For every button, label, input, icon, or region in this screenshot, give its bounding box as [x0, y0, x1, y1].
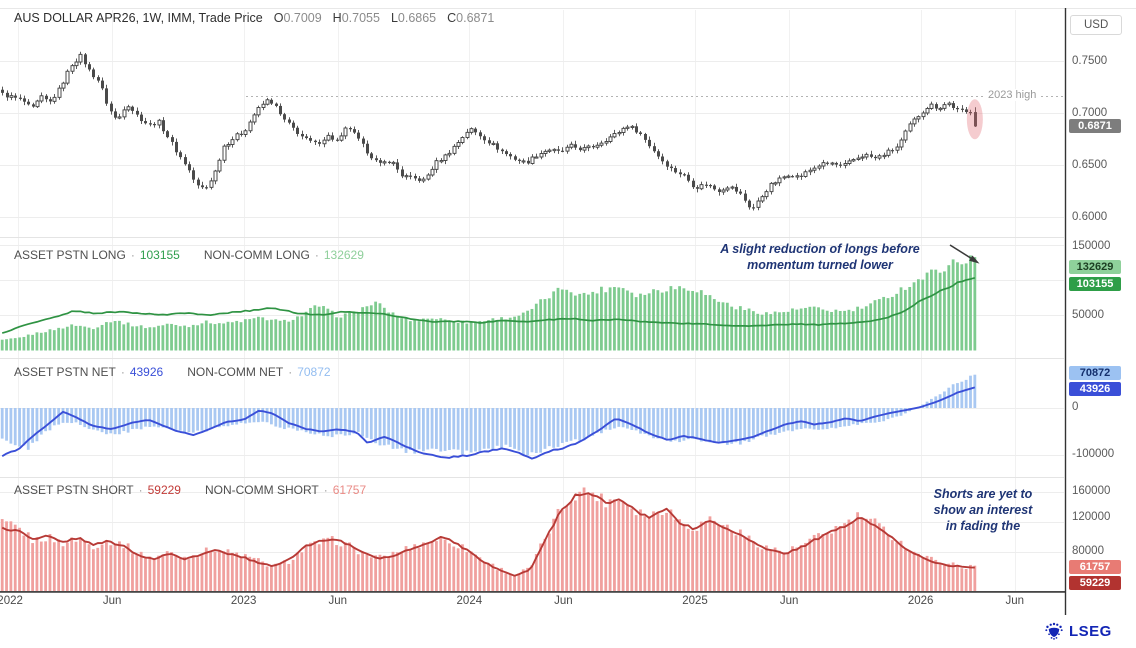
- ohlc-readout: O0.7009 H0.7055 L0.6865 C0.6871: [263, 11, 495, 25]
- short-axis-tick: 120000: [1072, 511, 1111, 523]
- separator-dot: ·: [120, 365, 125, 379]
- non-comm-long-badge: 132629: [1069, 260, 1121, 274]
- separator-dot: ·: [323, 483, 328, 497]
- non-comm-long-value: 132629: [323, 248, 364, 262]
- asset-pstn-short-badge: 59229: [1069, 576, 1121, 590]
- separator-dot: ·: [138, 483, 143, 497]
- legend-item-non-comm-net[interactable]: NON-COMM NET · 70872: [187, 365, 330, 379]
- net-panel-legend: ASSET PSTN NET · 43926 NON-COMM NET · 70872: [14, 365, 331, 379]
- legend-item-non-comm-short[interactable]: NON-COMM SHORT · 61757: [205, 483, 366, 497]
- close-value: 0.6871: [456, 11, 495, 25]
- time-axis[interactable]: 2022 Jun 2023 Jun 2024 Jun 2025 Jun 2026 Jun: [0, 595, 1066, 613]
- time-axis-label: 2023: [230, 595, 257, 607]
- asset-pstn-short-value: 59229: [147, 483, 181, 497]
- time-axis-label: Jun: [102, 595, 122, 607]
- lseg-logo: LSEG: [1044, 622, 1112, 640]
- annotation-line: show an interest: [933, 503, 1033, 517]
- long-axis-tick: 50000: [1072, 309, 1104, 321]
- separator-dot: ·: [288, 365, 293, 379]
- time-axis-label: 2026: [907, 595, 934, 607]
- non-comm-net-badge: 70872: [1069, 366, 1121, 380]
- net-axis-tick: -100000: [1072, 448, 1115, 460]
- open-value: 0.7009: [283, 11, 322, 25]
- asset-pstn-long-value: 103155: [139, 248, 180, 262]
- close-label: C: [447, 11, 457, 25]
- asset-pstn-long-label: ASSET PSTN LONG: [14, 248, 126, 262]
- legend-item-asset-pstn-long[interactable]: ASSET PSTN LONG · 103155: [14, 248, 180, 262]
- asset-pstn-net-label: ASSET PSTN NET: [14, 365, 116, 379]
- price-axis-tick: 0.6000: [1072, 211, 1108, 223]
- annotation-line: momentum turned lower: [747, 258, 893, 272]
- net-axis-tick: 0: [1072, 401, 1079, 413]
- time-axis-label: Jun: [1005, 595, 1025, 607]
- long-axis-tick: 150000: [1072, 240, 1111, 252]
- low-label: L: [390, 11, 398, 25]
- asset-pstn-short-label: ASSET PSTN SHORT: [14, 483, 134, 497]
- annotation-line: in fading the: [945, 519, 1021, 533]
- asset-pstn-net-value: 43926: [129, 365, 164, 379]
- annotation-line: Shorts are yet to: [933, 487, 1033, 501]
- high-label: H: [332, 11, 342, 25]
- price-axis-tick: 0.7000: [1072, 107, 1108, 119]
- non-comm-short-badge: 61757: [1069, 560, 1121, 574]
- low-value: 0.6865: [397, 11, 437, 25]
- time-axis-label: Jun: [554, 595, 573, 607]
- currency-unit-button[interactable]: USD: [1070, 15, 1123, 35]
- shorts-interest-annotation[interactable]: Shorts are yet to show an interest in fa…: [902, 486, 1064, 534]
- short-axis-tick: 80000: [1072, 545, 1104, 557]
- non-comm-short-value: 61757: [332, 483, 367, 497]
- non-comm-net-value: 70872: [297, 365, 331, 379]
- long-panel-legend: ASSET PSTN LONG · 103155 NON-COMM LONG · 1326…: [14, 248, 364, 262]
- short-panel-legend: ASSET PSTN SHORT · 59229 NON-COMM SHORT · 617…: [14, 483, 366, 497]
- high-value: 0.7055: [341, 11, 380, 25]
- lseg-logo-text: LSEG: [1069, 622, 1112, 640]
- time-axis-label: Jun: [779, 595, 799, 607]
- price-axis-tick: 0.6500: [1072, 159, 1108, 171]
- open-label: O: [273, 11, 284, 25]
- legend-item-asset-pstn-short[interactable]: ASSET PSTN SHORT · 59229: [14, 483, 181, 497]
- asset-pstn-long-badge: 103155: [1069, 277, 1121, 291]
- legend-item-non-comm-long[interactable]: NON-COMM LONG · 132629: [204, 248, 364, 262]
- price-axis-tick: 0.7500: [1072, 55, 1108, 67]
- non-comm-short-label: NON-COMM SHORT: [204, 483, 319, 497]
- short-axis-tick: 160000: [1072, 485, 1111, 497]
- annotation-line: A slight reduction of longs before: [720, 242, 920, 256]
- non-comm-long-label: NON-COMM LONG: [203, 248, 310, 262]
- last-price-badge: 0.6871: [1069, 119, 1121, 133]
- time-axis-label: 2024: [456, 595, 483, 607]
- chart-title-bar: AUS DOLLAR APR26, 1W, IMM, Trade Price O0…: [14, 11, 494, 25]
- asset-pstn-net-badge: 43926: [1069, 382, 1121, 396]
- non-comm-net-label: NON-COMM NET: [187, 365, 284, 379]
- time-axis-label: Jun: [328, 595, 348, 607]
- instrument-title: AUS DOLLAR APR26, 1W, IMM, Trade Price: [14, 11, 263, 25]
- lseg-crest-icon: [1045, 622, 1063, 640]
- time-axis-label: 2022: [0, 595, 23, 607]
- separator-dot: ·: [314, 248, 319, 262]
- long-reduction-annotation[interactable]: A slight reduction of longs before momen…: [688, 241, 952, 273]
- high-2023-label: 2023 high: [984, 89, 1041, 101]
- legend-item-asset-pstn-net[interactable]: ASSET PSTN NET · 43926: [14, 365, 163, 379]
- time-axis-label: 2025: [682, 595, 708, 607]
- separator-dot: ·: [130, 248, 135, 262]
